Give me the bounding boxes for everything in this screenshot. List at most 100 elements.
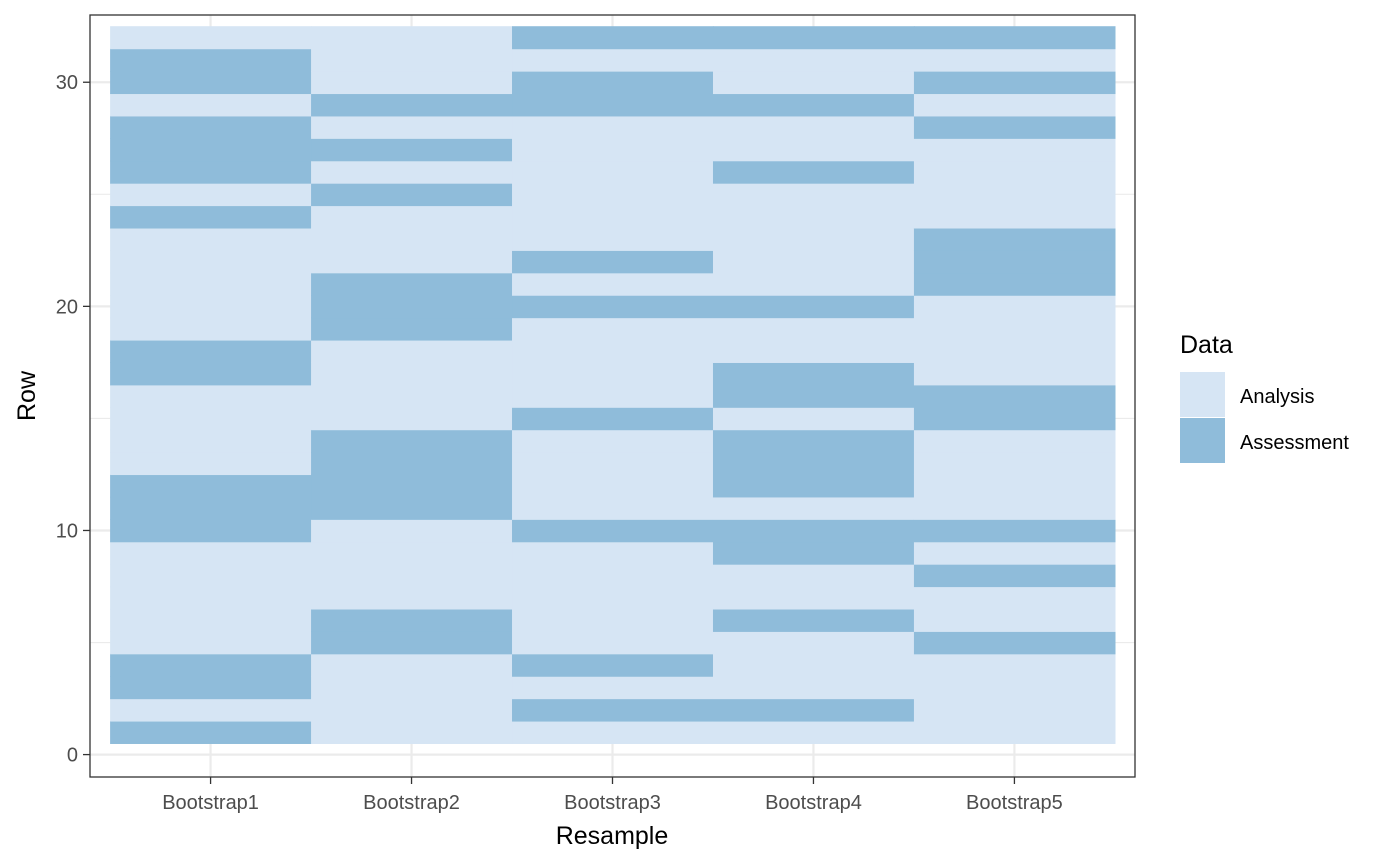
tile-assessment	[913, 26, 1116, 50]
tile-assessment	[712, 452, 915, 476]
legend-label-assessment: Assessment	[1240, 432, 1349, 454]
tile-analysis	[110, 698, 312, 722]
tile-assessment	[110, 71, 312, 95]
tile-analysis	[110, 608, 312, 632]
tile-assessment	[512, 250, 714, 274]
tile-analysis	[913, 429, 1116, 453]
tile-analysis	[512, 541, 714, 565]
tile-analysis	[913, 720, 1116, 744]
tile-analysis	[512, 564, 714, 588]
tile-analysis	[913, 317, 1116, 341]
tile-analysis	[311, 698, 513, 722]
tile-assessment	[311, 317, 513, 341]
tile-analysis	[311, 586, 513, 610]
x-tick-label: Bootstrap2	[363, 792, 460, 814]
tile-analysis	[311, 115, 513, 139]
tile-analysis	[110, 26, 312, 50]
tile-analysis	[712, 227, 915, 251]
tile-analysis	[311, 720, 513, 744]
tile-analysis	[512, 160, 714, 184]
tile-analysis	[110, 541, 312, 565]
tile-analysis	[311, 519, 513, 543]
tile-assessment	[311, 183, 513, 207]
tile-assessment	[712, 26, 915, 50]
tile-assessment	[913, 250, 1116, 274]
tile-analysis	[512, 138, 714, 162]
tile-analysis	[913, 541, 1116, 565]
tile-analysis	[512, 631, 714, 655]
tile-assessment	[110, 205, 312, 229]
tile-analysis	[913, 698, 1116, 722]
tile-analysis	[110, 384, 312, 408]
tile-analysis	[712, 720, 915, 744]
tile-analysis	[110, 407, 312, 431]
tile-assessment	[311, 295, 513, 319]
tile-analysis	[712, 496, 915, 520]
tile-assessment	[110, 519, 312, 543]
tile-analysis	[110, 93, 312, 117]
legend-swatch-assessment	[1180, 418, 1225, 463]
tile-analysis	[712, 115, 915, 139]
tile-analysis	[913, 183, 1116, 207]
tile-analysis	[712, 71, 915, 95]
tile-analysis	[913, 295, 1116, 319]
tile-assessment	[311, 452, 513, 476]
tile-analysis	[712, 676, 915, 700]
tile-assessment	[311, 474, 513, 498]
tile-analysis	[712, 48, 915, 72]
tile-analysis	[913, 653, 1116, 677]
tile-assessment	[712, 429, 915, 453]
x-tick-label: Bootstrap1	[162, 792, 259, 814]
tile-analysis	[512, 452, 714, 476]
tile-assessment	[110, 474, 312, 498]
tile-assessment	[110, 160, 312, 184]
tile-analysis	[913, 138, 1116, 162]
tile-analysis	[712, 564, 915, 588]
tile-assessment	[311, 608, 513, 632]
tile-analysis	[712, 653, 915, 677]
x-tick-label: Bootstrap4	[765, 792, 862, 814]
tile-assessment	[913, 115, 1116, 139]
tile-analysis	[913, 93, 1116, 117]
tile-assessment	[512, 653, 714, 677]
tile-analysis	[712, 250, 915, 274]
tile-analysis	[512, 429, 714, 453]
tile-assessment	[110, 653, 312, 677]
tile-analysis	[311, 71, 513, 95]
tile-analysis	[913, 496, 1116, 520]
tile-assessment	[913, 384, 1116, 408]
tile-analysis	[512, 205, 714, 229]
tile-analysis	[311, 227, 513, 251]
tile-assessment	[712, 295, 915, 319]
tile-assessment	[110, 138, 312, 162]
tile-analysis	[311, 339, 513, 363]
tile-analysis	[512, 586, 714, 610]
tile-analysis	[913, 362, 1116, 386]
tile-assessment	[512, 295, 714, 319]
tile-analysis	[913, 586, 1116, 610]
x-tick-label: Bootstrap3	[564, 792, 661, 814]
x-tick-label: Bootstrap5	[966, 792, 1063, 814]
tile-analysis	[913, 608, 1116, 632]
tile-assessment	[311, 138, 513, 162]
tile-assessment	[712, 474, 915, 498]
tile-analysis	[712, 272, 915, 296]
tile-analysis	[712, 205, 915, 229]
tile-assessment	[712, 519, 915, 543]
tile-assessment	[712, 384, 915, 408]
tile-assessment	[913, 407, 1116, 431]
tile-analysis	[512, 608, 714, 632]
tile-analysis	[512, 339, 714, 363]
tile-assessment	[913, 227, 1116, 251]
tile-analysis	[512, 227, 714, 251]
tile-analysis	[913, 452, 1116, 476]
tile-analysis	[512, 362, 714, 386]
tile-analysis	[110, 272, 312, 296]
tile-analysis	[512, 496, 714, 520]
tile-analysis	[311, 48, 513, 72]
tile-analysis	[512, 474, 714, 498]
tile-analysis	[110, 250, 312, 274]
tile-assessment	[110, 496, 312, 520]
legend-label-analysis: Analysis	[1240, 386, 1314, 408]
tile-assessment	[311, 272, 513, 296]
